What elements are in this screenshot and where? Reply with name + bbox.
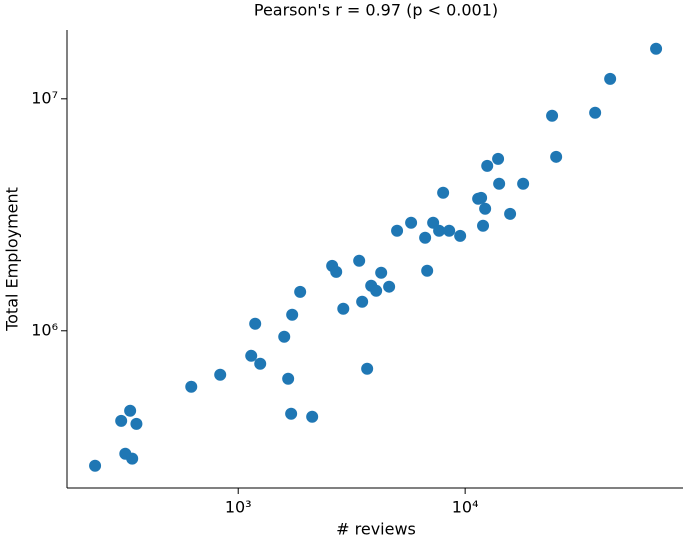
chart-title: Pearson's r = 0.97 (p < 0.001) <box>254 1 498 20</box>
point <box>375 266 388 279</box>
point <box>419 231 432 244</box>
point <box>550 150 563 163</box>
point <box>370 284 383 297</box>
point <box>421 264 434 277</box>
point <box>477 219 490 232</box>
point <box>126 452 139 465</box>
point <box>294 285 307 298</box>
point <box>589 106 602 119</box>
point <box>475 191 488 204</box>
point <box>433 224 446 237</box>
point <box>479 202 492 215</box>
point <box>330 265 343 278</box>
point <box>604 72 617 85</box>
point <box>353 254 366 267</box>
point <box>254 357 267 370</box>
point <box>89 459 102 472</box>
y-axis-label: Total Employment <box>3 187 22 332</box>
point <box>437 186 450 199</box>
point <box>493 177 506 190</box>
point <box>383 280 396 293</box>
point <box>285 407 298 420</box>
point <box>492 152 505 165</box>
point <box>481 159 494 172</box>
point <box>115 414 128 427</box>
point <box>356 295 369 308</box>
point <box>337 302 350 315</box>
point <box>306 410 319 423</box>
point <box>278 330 291 343</box>
point <box>443 224 456 237</box>
x-axis-label: # reviews <box>336 520 416 539</box>
point <box>504 207 517 220</box>
x-tick-label: 10⁴ <box>452 498 479 517</box>
point <box>650 42 663 55</box>
point <box>214 368 227 381</box>
y-tick-label: 10⁷ <box>31 88 58 107</box>
point <box>249 317 262 330</box>
point <box>286 308 299 321</box>
point <box>405 216 418 229</box>
x-tick-label: 10³ <box>225 498 252 517</box>
point <box>517 177 530 190</box>
point <box>124 404 137 417</box>
point <box>282 372 295 385</box>
point <box>454 229 467 242</box>
y-tick-label: 10⁶ <box>31 320 58 339</box>
point <box>361 362 374 375</box>
point <box>546 109 559 122</box>
point <box>185 380 198 393</box>
point <box>245 349 258 362</box>
point <box>130 417 143 430</box>
point <box>391 224 404 237</box>
